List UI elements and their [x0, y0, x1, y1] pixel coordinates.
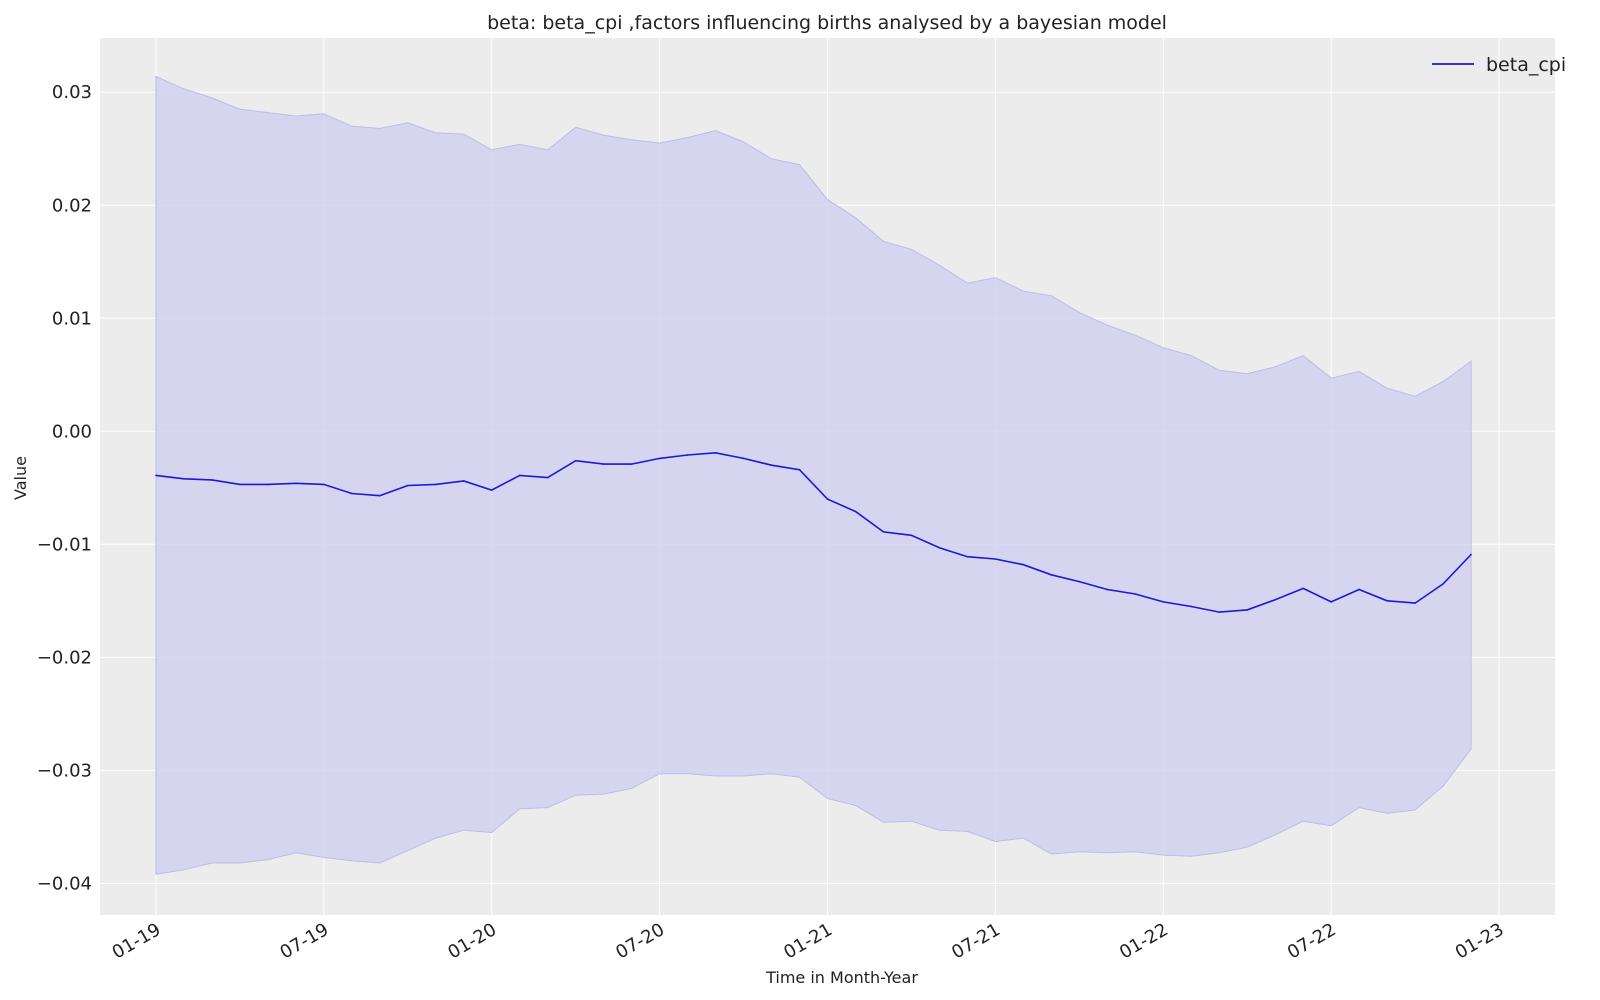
y-tick-label: 0.01 — [52, 308, 92, 329]
y-tick-label: 0.00 — [52, 421, 92, 442]
x-tick-label: 01-22 — [1116, 919, 1172, 963]
x-tick-label: 07-22 — [1284, 919, 1340, 963]
legend-label-beta-cpi: beta_cpi — [1486, 54, 1566, 76]
legend: beta_cpi — [1432, 54, 1566, 76]
x-tick-label: 01-21 — [780, 919, 836, 963]
y-tick-label: −0.02 — [37, 647, 92, 668]
y-axis-ticks: −0.04 −0.03 −0.02 −0.01 0.00 0.01 0.02 0.03 — [37, 82, 92, 894]
x-tick-label: 01-23 — [1452, 919, 1508, 963]
x-tick-label: 07-19 — [277, 919, 333, 963]
series-line-beta-cpi — [155, 451, 1472, 613]
y-tick-label: −0.04 — [37, 873, 92, 894]
chart-title: beta: beta_cpi ,factors influencing birt… — [487, 12, 1167, 34]
y-tick-label: −0.01 — [37, 534, 92, 555]
y-axis-label: Value — [11, 456, 30, 500]
x-axis-label: Time in Month-Year — [765, 968, 918, 987]
y-tick-label: 0.02 — [52, 195, 92, 216]
y-tick-label: 0.03 — [52, 82, 92, 103]
x-tick-label: 07-20 — [612, 919, 668, 963]
y-tick-label: −0.03 — [37, 760, 92, 781]
x-tick-label: 01-19 — [109, 919, 165, 963]
x-tick-label: 01-20 — [444, 919, 500, 963]
credible-interval-band — [155, 75, 1472, 875]
x-tick-label: 07-21 — [948, 919, 1004, 963]
x-axis-ticks: 01-19 07-19 01-20 07-20 01-21 07-21 01-22 07-22… — [109, 919, 1508, 963]
